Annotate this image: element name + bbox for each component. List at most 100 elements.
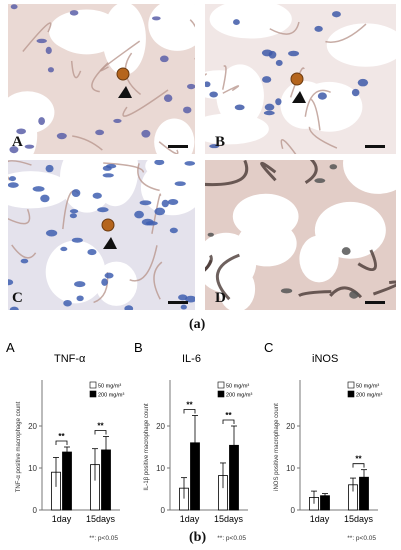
y-tick-label: 10 xyxy=(286,464,295,473)
alveolar-space xyxy=(60,160,115,213)
bar xyxy=(190,442,200,511)
tissue-strand xyxy=(298,290,332,298)
cell-nucleus xyxy=(8,182,19,188)
alveolar-space xyxy=(52,9,122,55)
cell-nucleus xyxy=(71,189,81,197)
y-axis-label: iNOS positive macrophage count xyxy=(274,403,280,491)
cell-nucleus xyxy=(314,25,323,32)
cell-nucleus xyxy=(76,295,84,302)
alveolar-space xyxy=(343,160,396,194)
significance-marker: ** xyxy=(225,411,232,420)
tissue-strand xyxy=(308,126,338,149)
cell-nucleus xyxy=(185,295,195,303)
alveolar-space xyxy=(296,81,363,132)
cell-nucleus xyxy=(184,161,195,166)
chart-panel-label: A xyxy=(6,340,15,355)
cell-nucleus xyxy=(45,46,52,55)
legend-label: 200 mg/m³ xyxy=(98,393,124,399)
micrograph-a: A xyxy=(8,4,195,154)
legend-swatch xyxy=(89,381,97,389)
legend-label: 50 mg/m³ xyxy=(356,384,379,390)
tissue-strand xyxy=(158,141,179,154)
significance-bracket xyxy=(55,440,68,445)
tissue-strand xyxy=(280,138,297,154)
tissue-strand xyxy=(289,67,305,98)
y-tick-label: 20 xyxy=(156,422,165,431)
positive-macrophage xyxy=(116,67,130,81)
cell-nucleus xyxy=(314,178,326,184)
cell-nucleus xyxy=(154,207,166,216)
x-tick-label: 1day xyxy=(310,514,330,524)
tissue-strand xyxy=(222,85,240,94)
cell-nucleus xyxy=(8,279,14,286)
cell-nucleus xyxy=(329,164,338,170)
significance-marker: ** xyxy=(58,432,65,441)
cell-nucleus xyxy=(69,10,79,16)
cell-nucleus xyxy=(74,281,86,288)
y-tick-label: 10 xyxy=(28,464,37,473)
cell-nucleus xyxy=(163,94,173,103)
cell-nucleus xyxy=(261,49,273,57)
tissue-strand xyxy=(122,89,169,117)
tissue-strand xyxy=(221,65,227,90)
y-axis-label: IL-1β positive macrophage count xyxy=(144,403,150,491)
scale-bar-a xyxy=(168,145,188,148)
cell-nucleus xyxy=(56,132,67,140)
bar-charts: A TNF-α 0 10 20 TNF-α positive macrophage cou… xyxy=(6,340,382,542)
scale-bar-b xyxy=(365,145,385,148)
tissue-strand xyxy=(269,21,300,35)
tissue-strand xyxy=(129,245,158,282)
y-tick-label: 0 xyxy=(291,506,296,515)
tissue-strand xyxy=(372,280,396,296)
tissue-strand xyxy=(11,244,37,259)
cell-nucleus xyxy=(71,237,83,243)
legend-label: 200 mg/m³ xyxy=(226,393,252,399)
cell-nucleus xyxy=(95,129,105,136)
cell-nucleus xyxy=(36,38,47,44)
y-axis-label: TNF-α positive macrophage count xyxy=(16,401,22,492)
significance-note: **: p<0.05 xyxy=(217,535,246,542)
cell-nucleus xyxy=(10,4,18,10)
cell-nucleus xyxy=(180,304,187,310)
tissue-strand xyxy=(357,249,377,272)
tissue-strand xyxy=(205,160,249,187)
cell-nucleus xyxy=(264,103,275,111)
chart-title: IL-6 xyxy=(182,353,201,365)
micrograph-d-label: D xyxy=(215,290,226,306)
significance-marker: ** xyxy=(186,401,193,410)
cell-nucleus xyxy=(332,11,341,18)
cell-nucleus xyxy=(20,258,29,264)
positive-macrophage xyxy=(290,72,304,86)
cell-nucleus xyxy=(16,128,26,135)
tissue-strand xyxy=(325,23,367,43)
cell-nucleus xyxy=(47,67,54,73)
bar xyxy=(359,476,369,511)
legend-swatch xyxy=(347,381,355,389)
micrograph-c-image xyxy=(8,160,195,310)
micrograph-d-image xyxy=(205,160,396,310)
cell-nucleus xyxy=(92,192,102,199)
cell-nucleus xyxy=(102,173,114,178)
cell-nucleus xyxy=(262,76,272,83)
tissue-strand xyxy=(151,193,162,234)
x-tick-label: 1day xyxy=(52,514,72,524)
chart-panel-label: B xyxy=(134,340,143,355)
cell-nucleus xyxy=(134,210,144,219)
legend-swatch xyxy=(217,381,225,389)
alveolar-space xyxy=(314,201,386,259)
cell-nucleus xyxy=(161,199,169,208)
cell-nucleus xyxy=(32,186,45,192)
legend-label: 50 mg/m³ xyxy=(226,384,249,390)
y-tick-label: 0 xyxy=(33,506,38,515)
tissue-strand xyxy=(8,160,32,181)
cell-nucleus xyxy=(87,249,97,256)
cell-nucleus xyxy=(154,160,165,166)
alveolar-space xyxy=(148,4,195,51)
cell-nucleus xyxy=(139,200,152,206)
chart-panel-label: C xyxy=(264,340,273,355)
x-tick-label: 1day xyxy=(180,514,200,524)
bar xyxy=(62,451,72,511)
micrograph-b: B xyxy=(205,4,396,154)
alveolar-space xyxy=(95,261,138,306)
alveolar-space xyxy=(45,240,106,304)
